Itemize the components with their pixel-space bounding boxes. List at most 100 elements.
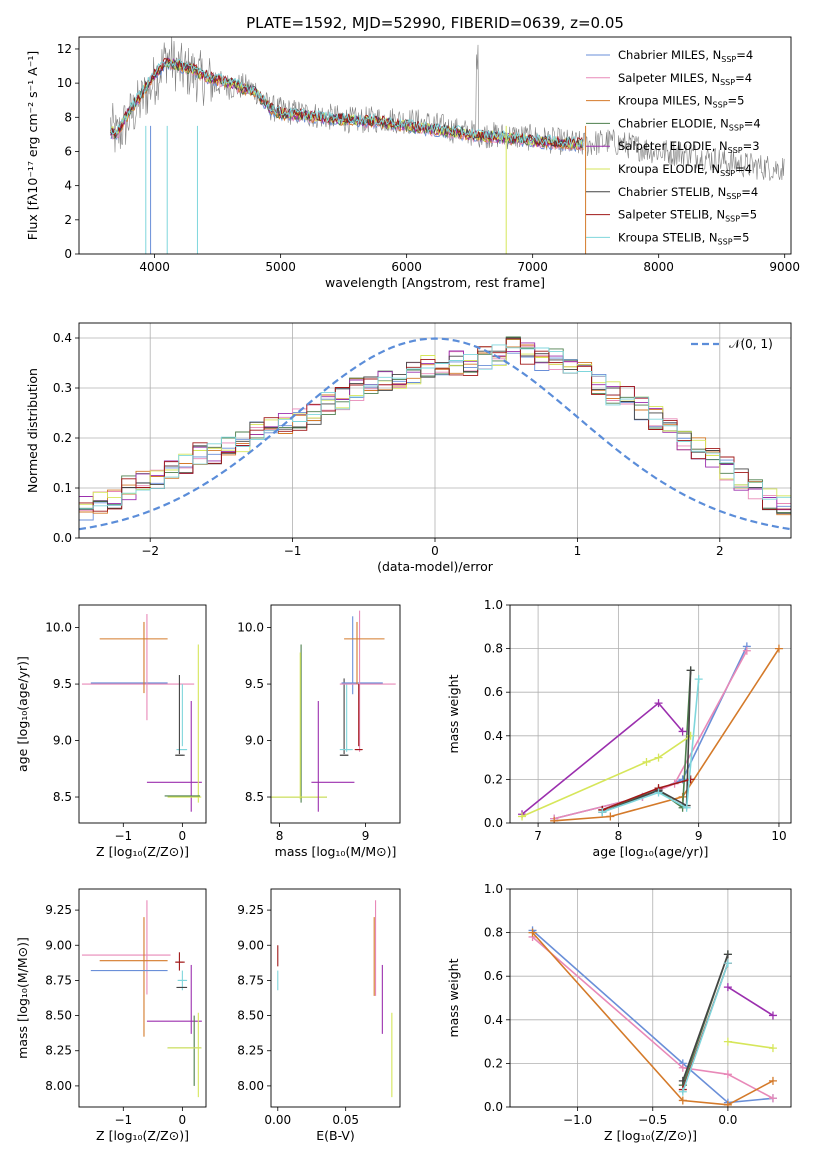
x-tick-label: 0 [179,829,187,843]
legend-nssp-value: =5 [733,230,750,244]
mass_weight_vs_Z-ylabel: mass weight [446,958,461,1037]
legend-nssp-subscript: SSP [718,237,733,246]
x-tick-label: 0.05 [332,1113,359,1127]
legend-nssp-value: =4 [744,116,761,130]
y-tick-label: 8.25 [45,1044,72,1058]
y-tick-label: 8.00 [45,1079,72,1093]
y-tick-label: 0.2 [484,772,503,786]
x-tick-label: −1.0 [563,1113,592,1127]
mass_weight_vs_Z-point [723,983,732,992]
y-tick-label: 0.0 [484,816,503,830]
mass_vs_ebv-frame [270,888,401,1108]
mass_weight_vs_age-xlabel: age [log₁₀(age/yr)] [593,844,709,859]
x-tick-label: 6000 [391,260,422,274]
mass_weight_vs_age-plot-area [510,605,791,823]
y-tick-label: 0.0 [484,1100,503,1114]
x-tick-label: 8 [615,829,623,843]
legend-nssp-value: =5 [728,94,745,108]
mass_vs_Z-xlabel: Z [log₁₀(Z/Z⊙)] [96,1128,189,1143]
residuals-xlabel: (data-model)/error [377,559,494,574]
y-tick-label: 0.6 [484,969,503,983]
y-tick-label: 1.0 [484,882,503,896]
age_vs_mass-plot-area [271,610,396,812]
legend-nssp-subscript: SSP [726,192,741,201]
legend-entry-4: Salpeter ELODIE, NSSP=3 [618,139,760,155]
legend-entry-6: Chabrier STELIB, NSSP=4 [618,185,758,201]
y-tick-label: 0.1 [53,481,72,495]
mass_weight_vs_age-point [682,803,691,812]
y-tick-label: 0.4 [484,729,503,743]
x-tick-label: 1 [574,544,582,558]
y-tick-label: 9.25 [45,903,72,917]
mass_weight_vs_age-series-8 [602,679,700,813]
residuals-frame [78,322,792,539]
x-tick-label: 9000 [769,260,800,274]
y-tick-label: 6 [64,144,72,158]
histogram-step-6 [79,337,791,514]
spectrum-model-5 [110,59,584,149]
y-tick-label: 0.8 [484,642,503,656]
legend-entry-8: Kroupa STELIB, NSSP=5 [618,230,749,246]
mass_weight_vs_Z-xlabel: Z [log₁₀(Z/Z⊙)] [604,1128,697,1143]
legend-model-name: Chabrier STELIB, N [618,185,726,199]
spectrum-axes: 4000 5000 6000 7000 8000 9000 0 2 4 6 8 10 12 wavelen… [25,36,800,290]
mass_weight_vs_age-point [654,753,663,762]
y-tick-label: 8.50 [237,1009,264,1023]
mass_weight_vs_Z-point [528,928,537,937]
legend-model-name: Salpeter ELODIE, N [618,139,728,153]
legend-entry-3: Chabrier ELODIE, NSSP=4 [618,116,761,132]
y-tick-label: 0.4 [53,331,72,345]
mass_weight_vs_Z-point [723,1100,732,1107]
legend-entry-0: Chabrier MILES, NSSP=4 [618,48,753,64]
y-tick-label: 0.4 [484,1013,503,1027]
mass_weight_vs_Z-point [723,950,732,959]
age_vs_Z-axes: −1 0 8.5 9.0 9.5 10.0 Z [log₁₀(Z/Z⊙)] age [log₁… [15,604,207,859]
figure-title: PLATE=1592, MJD=52990, FIBERID=0639, z=0… [246,14,624,32]
age_vs_Z-xlabel: Z [log₁₀(Z/Z⊙)] [96,844,189,859]
y-tick-label: 9.00 [237,938,264,952]
legend-nssp-value: =5 [740,208,757,222]
x-tick-label: 0.00 [264,1113,291,1127]
y-tick-label: 10.0 [237,621,264,635]
mass_weight_vs_age-point [518,812,527,821]
x-tick-label: 8000 [643,260,674,274]
mass_weight_vs_Z-point [723,1037,732,1046]
mass_weight_vs_Z-series-4 [727,986,774,1017]
spectrum-xlabel: wavelength [Angstrom, rest frame] [325,275,545,290]
y-tick-label: 0.8 [484,926,503,940]
legend-nssp-value: =4 [735,162,752,176]
mass_weight_vs_Z-point [723,1070,732,1079]
mass_weight_vs_Z-point [768,1094,777,1103]
mass_weight_vs_Z-point [678,1087,687,1096]
y-tick-label: 0.2 [484,1056,503,1070]
x-tick-label: 4000 [139,260,170,274]
spectrum-frame [78,36,792,255]
mass_weight_vs_Z-series-6 [682,954,729,1082]
y-tick-label: 8.5 [53,790,72,804]
mass_vs_ebv-plot-area [277,900,393,1098]
mass_weight_vs_age-series-5 [521,735,692,818]
mass_weight_vs_age-series-6 [602,670,692,813]
x-tick-label: 2 [716,544,724,558]
mass_weight_vs_age-point [606,812,615,821]
legend-entry-7: Salpeter STELIB, NSSP=5 [618,208,757,224]
y-tick-label: 0.6 [484,685,503,699]
legend-entry-5: Kroupa ELODIE, NSSP=4 [618,162,752,178]
mass_vs_ebv-xlabel: E(B-V) [316,1128,355,1143]
mass_weight_vs_age-point [654,788,663,797]
x-tick-label: −0.5 [638,1113,667,1127]
y-tick-label: 1.0 [484,598,503,612]
y-tick-label: 9.0 [245,734,264,748]
mass_weight_vs_Z-point [723,959,732,968]
y-tick-label: 0.2 [53,431,72,445]
age_vs_mass-axes: 8 9 8.5 9.0 9.5 10.0 mass [log₁₀(M/M⊙)] [237,604,401,859]
mass_vs_ebv-axes: 0.00 0.05 8.00 8.25 8.50 8.75 9.00 9.25 E(B-V) [237,888,401,1143]
legend-nssp-subscript: SSP [728,146,743,155]
spectrum-ylabel: Flux [fλ10⁻¹⁷ erg cm⁻² s⁻¹ A⁻¹] [25,51,40,240]
legend-model-name: Kroupa STELIB, N [618,230,718,244]
mass_vs_Z-plot-area [81,900,202,1098]
mass_weight_vs_age-point [694,675,703,684]
legend-nssp-value: =4 [736,48,753,62]
mass_weight_vs_Z-series-8 [682,962,729,1092]
